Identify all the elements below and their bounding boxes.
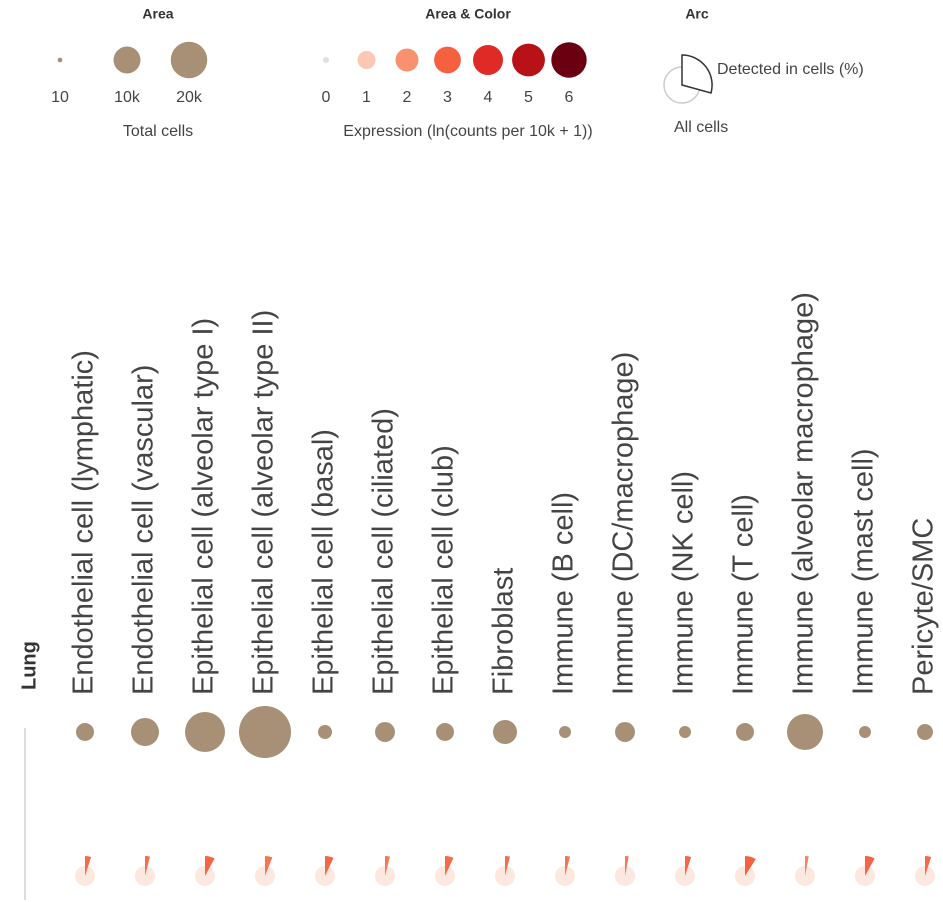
detected-arc — [865, 856, 875, 876]
detected-arc — [445, 856, 454, 876]
total-cells-dot — [436, 723, 454, 741]
detected-arc — [565, 856, 570, 876]
legend-dot — [357, 51, 376, 69]
category-label: Pericyte/SMC — [908, 518, 940, 695]
category-label: Fibroblast — [488, 568, 520, 695]
category-label: Endothelial cell (vascular) — [128, 365, 160, 695]
legend-label: 4 — [484, 89, 493, 106]
category-label: Epithelial cell (ciliated) — [368, 408, 400, 695]
total-cells-dot — [615, 722, 635, 742]
detected-arc — [265, 856, 273, 876]
total-cells-dot — [492, 719, 518, 745]
legend-label: 2 — [403, 89, 412, 106]
category-label: Epithelial cell (alveolar type I) — [188, 318, 220, 695]
total-cells-dot — [238, 705, 292, 759]
detected-arc — [625, 856, 629, 876]
legend-dot — [551, 42, 587, 78]
category-label: Epithelial cell (club) — [428, 445, 460, 695]
total-cells-dot — [130, 717, 160, 747]
legend-dot — [323, 57, 329, 63]
category-label: Endothelial cell (lymphatic) — [68, 350, 100, 695]
total-cells-dot — [679, 726, 691, 738]
detected-arc — [85, 856, 92, 876]
detected-arc — [325, 856, 334, 876]
category-label: Epithelial cell (basal) — [308, 429, 340, 695]
legend-label: 20k — [176, 89, 203, 106]
legend-text: Detected in cells (%) — [717, 61, 864, 78]
legend-dot — [473, 45, 503, 75]
legend-dot — [57, 57, 63, 63]
legend-dot — [113, 46, 141, 74]
category-label: Immune (T cell) — [728, 494, 760, 695]
category-label: Immune (mast cell) — [848, 448, 880, 695]
detected-arc — [745, 856, 756, 876]
legend-label: 10 — [51, 89, 69, 106]
legend-arc-icon — [681, 54, 713, 94]
category-label: Immune (alveolar macrophage) — [788, 292, 820, 695]
detected-arc — [505, 856, 510, 876]
legend-text: All cells — [674, 119, 728, 136]
total-cells-dot — [317, 724, 333, 740]
total-cells-dot — [786, 713, 824, 751]
legend-dot — [434, 46, 461, 74]
total-cells-dot — [859, 726, 871, 738]
total-cells-dot — [184, 711, 226, 753]
total-cells-dot — [559, 726, 571, 738]
detected-arc — [805, 856, 809, 876]
legend-label: 0 — [322, 89, 331, 106]
detected-arc — [685, 856, 692, 876]
total-cells-dot — [917, 724, 933, 740]
legend-title: Area & Color — [425, 6, 511, 22]
category-label: Immune (NK cell) — [668, 471, 700, 695]
detected-arc — [205, 856, 215, 876]
legend-label: 6 — [565, 89, 574, 106]
detected-arc — [385, 856, 390, 876]
tissue-label: Lung — [18, 641, 40, 690]
detected-arc — [145, 856, 150, 876]
category-label: Immune (B cell) — [548, 492, 580, 695]
legend-title: Arc — [685, 6, 709, 22]
legend-label: 10k — [114, 89, 141, 106]
legend-caption: Expression (ln(counts per 10k + 1)) — [343, 123, 592, 140]
legend-label: 5 — [524, 89, 533, 106]
legend-label: 3 — [443, 89, 452, 106]
total-cells-dot — [76, 723, 94, 741]
total-cells-dot — [736, 723, 754, 741]
legend-dot — [395, 48, 419, 72]
category-label: Epithelial cell (alveolar type II) — [248, 310, 280, 695]
legend-dot — [170, 41, 208, 79]
category-label: Immune (DC/macrophage) — [608, 352, 640, 695]
legend-dot — [512, 43, 545, 77]
legend-label: 1 — [362, 89, 371, 106]
legend-title: Area — [142, 6, 173, 22]
legend-caption: Total cells — [123, 123, 193, 140]
total-cells-dot — [375, 722, 395, 742]
detected-arc — [925, 856, 932, 876]
